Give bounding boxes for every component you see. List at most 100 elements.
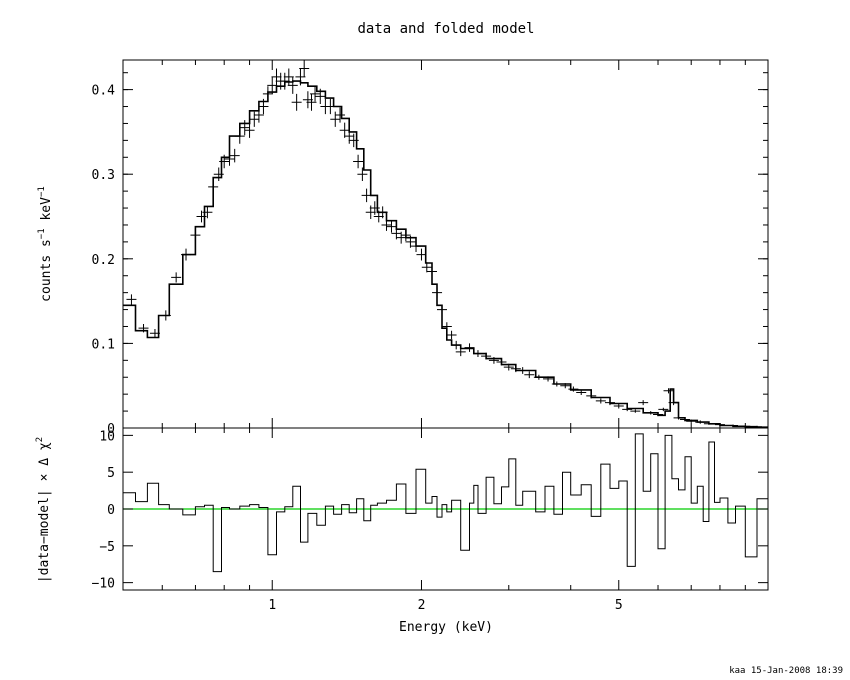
data-point [586, 393, 597, 399]
data-point [426, 266, 437, 277]
data-point [703, 422, 714, 425]
data-point [149, 329, 160, 338]
data-point [503, 363, 514, 371]
data-point [229, 148, 240, 163]
x-axis-label: Energy (keV) [399, 620, 493, 635]
y-tick-label: −10 [92, 577, 115, 592]
data-point [306, 93, 317, 111]
data-point [488, 356, 499, 364]
data-point [365, 205, 376, 220]
data-point [291, 93, 302, 111]
data-point [400, 229, 411, 242]
y-tick-label: 0.4 [92, 84, 116, 99]
data-point [239, 120, 250, 136]
data-point [679, 417, 690, 422]
y-tick-label: 5 [107, 466, 115, 481]
bottom-ticks: −10 −5 0 5 10 1 2 5 [92, 428, 769, 613]
data-point [728, 424, 739, 427]
data-point [271, 68, 282, 86]
data-point [344, 128, 355, 144]
data-point [171, 272, 182, 283]
data-point [369, 201, 380, 215]
data-point [576, 389, 587, 396]
data-point [455, 347, 466, 357]
data-point [481, 352, 492, 360]
data-point [357, 167, 368, 181]
data-point [315, 88, 326, 104]
y-tick-label: 0.3 [92, 168, 115, 183]
data-point [190, 229, 201, 242]
data-point [714, 423, 725, 426]
data-point [258, 98, 269, 115]
data-point [405, 235, 416, 248]
x-tick-label: 5 [615, 598, 623, 613]
data-point [533, 374, 544, 380]
data-points [126, 60, 762, 428]
y-tick-label: −5 [99, 540, 115, 555]
x-tick-label: 2 [418, 598, 426, 613]
data-point [613, 403, 624, 409]
data-point [377, 206, 388, 219]
data-point [202, 206, 213, 219]
data-point [339, 122, 350, 138]
data-point [160, 310, 171, 321]
data-point [436, 304, 447, 315]
data-point [560, 383, 571, 389]
data-point [510, 365, 521, 373]
data-point [279, 72, 290, 90]
data-point [224, 152, 235, 166]
data-point [630, 409, 641, 413]
data-point [673, 416, 684, 420]
data-point [249, 111, 260, 127]
data-point [446, 330, 457, 340]
data-point [138, 323, 149, 333]
data-point [668, 400, 679, 406]
data-point [381, 219, 392, 231]
data-point [645, 411, 656, 415]
data-point [267, 76, 278, 94]
data-point [751, 425, 762, 428]
top-y-axis-label: counts s−1 keV−1 [37, 186, 54, 302]
data-point [658, 407, 669, 412]
data-point [396, 231, 407, 244]
top-ticks: 0 0.1 0.2 0.3 0.4 [92, 60, 769, 437]
y-tick-label: 0.1 [92, 337, 115, 352]
data-point [451, 340, 462, 350]
y-tick-label: 10 [99, 429, 115, 444]
bottom-y-axis-label: |data−model| × Δ χ2 [35, 437, 52, 583]
model-step-line [123, 80, 768, 428]
data-point [441, 322, 452, 331]
y-tick-label: 0.2 [92, 253, 115, 268]
bottom-panel: −10 −5 0 5 10 1 2 5 |data−model| × Δ χ2 Energy … [35, 427, 769, 635]
data-point [353, 154, 364, 169]
data-point [299, 60, 310, 77]
data-point [325, 98, 336, 115]
data-point [196, 210, 207, 223]
data-point [283, 68, 294, 86]
data-point [348, 133, 359, 148]
data-point [411, 240, 422, 253]
data-point [472, 350, 483, 357]
top-panel: 0 0.1 0.2 0.3 0.4 counts s−1 keV−1 [37, 59, 769, 437]
data-point [496, 358, 507, 366]
data-point [262, 86, 273, 102]
data-point [551, 381, 562, 387]
data-point [595, 398, 606, 404]
data-point [234, 128, 245, 144]
data-point [622, 407, 633, 412]
data-point [653, 412, 664, 417]
x-tick-label: 1 [268, 598, 276, 613]
footer-timestamp: kaa 15-Jan-2008 18:39 [729, 666, 843, 676]
top-panel-frame [122, 59, 769, 429]
data-point [543, 376, 554, 382]
residual-histogram [122, 433, 769, 573]
data-point [686, 419, 697, 423]
data-point [604, 400, 615, 406]
data-point [464, 343, 475, 352]
data-point [386, 220, 397, 233]
data-point [330, 111, 341, 127]
data-point [310, 86, 321, 102]
data-point [213, 167, 224, 181]
data-point [568, 386, 579, 392]
